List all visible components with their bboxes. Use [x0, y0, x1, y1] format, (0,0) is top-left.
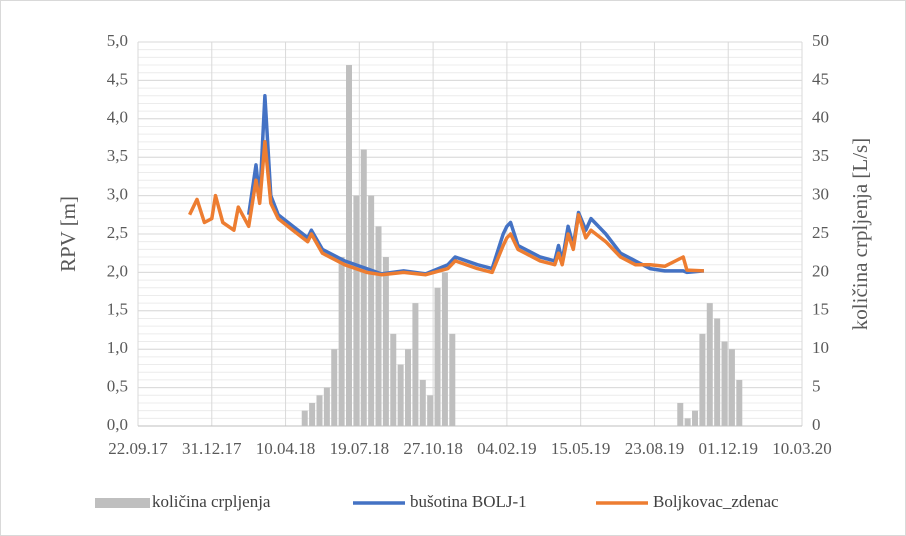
y-tick-label: 4,0	[107, 108, 128, 127]
bar	[692, 410, 699, 426]
bar	[412, 303, 419, 426]
bar	[405, 349, 412, 426]
y-tick-label: 3,5	[107, 146, 128, 165]
bar	[390, 333, 397, 426]
y-tick-label: 2,0	[107, 261, 128, 280]
bar	[699, 333, 706, 426]
y2-tick-label: 50	[812, 31, 829, 50]
x-tick-label: 01.12.19	[698, 439, 758, 458]
bar	[353, 195, 360, 426]
y2-tick-label: 0	[812, 415, 821, 434]
bar	[706, 303, 713, 426]
y-tick-label: 3,0	[107, 185, 128, 204]
x-tick-label: 19.07.18	[330, 439, 390, 458]
line-series	[246, 94, 705, 276]
bar	[434, 287, 441, 426]
line-series	[188, 140, 704, 277]
y2-tick-label: 15	[812, 300, 829, 319]
x-tick-label: 27.10.18	[403, 439, 463, 458]
bar	[323, 387, 330, 426]
y-tick-label: 0,5	[107, 377, 128, 396]
y2-tick-label: 30	[812, 185, 829, 204]
x-tick-label: 10.04.18	[256, 439, 316, 458]
y-tick-label: 1,5	[107, 300, 128, 319]
bar	[360, 149, 367, 426]
legend-label: bušotina BOLJ-1	[410, 492, 527, 511]
y2-axis-title: količina crpljenja [L/s]	[848, 138, 872, 330]
y-axis-title: RPV [m]	[56, 196, 80, 272]
bar	[677, 402, 684, 426]
x-tick-label: 10.03.20	[772, 439, 832, 458]
x-tick-label: 23.08.19	[625, 439, 685, 458]
bar	[346, 65, 353, 426]
legend-label: količina crpljenja	[152, 492, 271, 511]
y2-tick-label: 5	[812, 377, 821, 396]
y-tick-label: 4,5	[107, 69, 128, 88]
bar	[449, 333, 456, 426]
legend-swatch	[95, 498, 150, 508]
y-tick-label: 5,0	[107, 31, 128, 50]
legend: količina crpljenja bušotina BOLJ-1 Boljkov…	[95, 492, 779, 511]
bar	[309, 402, 316, 426]
x-tick-label: 15.05.19	[551, 439, 611, 458]
bar	[338, 257, 345, 426]
x-tick-label: 31.12.17	[182, 439, 242, 458]
x-tick-label: 22.09.17	[108, 439, 168, 458]
bar	[721, 341, 728, 426]
bar	[397, 364, 404, 426]
bar	[441, 272, 448, 426]
bar	[714, 318, 721, 426]
bar	[316, 395, 323, 426]
y-tick-label: 1,0	[107, 338, 128, 357]
y2-tick-label: 45	[812, 69, 829, 88]
bar	[427, 395, 434, 426]
bar	[301, 410, 308, 426]
x-tick-label: 04.02.19	[477, 439, 537, 458]
bar	[728, 349, 735, 426]
y-tick-label: 0,0	[107, 415, 128, 434]
bar	[368, 195, 375, 426]
y-tick-label: 2,5	[107, 223, 128, 242]
y2-tick-label: 40	[812, 108, 829, 127]
legend-label: Boljkovac_zdenac	[653, 492, 779, 511]
y2-tick-label: 20	[812, 261, 829, 280]
y2-tick-label: 25	[812, 223, 829, 242]
y2-tick-label: 35	[812, 146, 829, 165]
bar	[736, 379, 743, 426]
y2-tick-label: 10	[812, 338, 829, 357]
bar	[375, 226, 382, 426]
bar	[331, 349, 338, 426]
bar	[419, 379, 426, 426]
bar	[382, 257, 389, 426]
bar	[684, 418, 691, 426]
